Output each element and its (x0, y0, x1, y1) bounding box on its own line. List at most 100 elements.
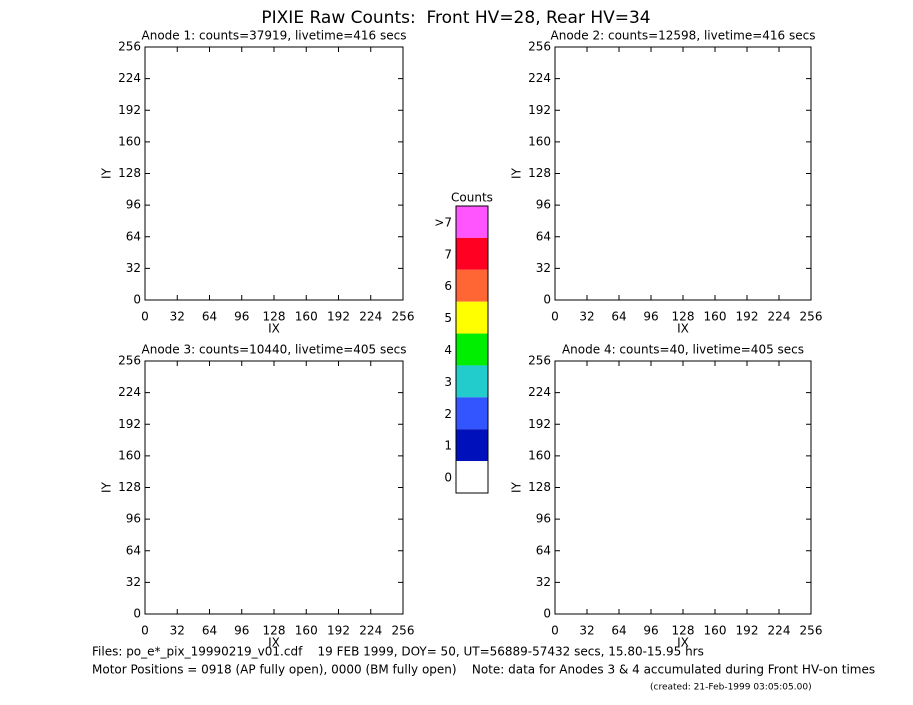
colorbar-swatch (456, 333, 488, 366)
colorbar-label: 6 (444, 279, 452, 293)
colorbar-label: 4 (444, 343, 452, 357)
x-tick-label: 224 (768, 310, 791, 324)
colorbar-label: 7 (444, 247, 452, 261)
x-tick-label: 256 (392, 310, 415, 324)
colorbar-title: Counts (451, 191, 493, 205)
page-title: PIXIE Raw Counts: Front HV=28, Rear HV=3… (261, 8, 650, 28)
y-tick-label: 224 (528, 385, 551, 399)
x-tick-label: 32 (170, 624, 185, 638)
x-tick-label: 128 (263, 624, 286, 638)
colorbar-swatch (456, 461, 488, 493)
x-tick-label: 224 (359, 624, 382, 638)
x-tick-label: 256 (392, 624, 415, 638)
x-tick-label: 192 (736, 624, 759, 638)
x-tick-label: 192 (327, 624, 350, 638)
y-tick-label: 192 (118, 103, 141, 117)
x-tick-label: 224 (768, 624, 791, 638)
colorbar-swatch (456, 365, 488, 398)
x-axis-label: IX (677, 636, 689, 650)
colorbar-swatch (456, 237, 488, 270)
y-tick-label: 96 (536, 198, 551, 212)
x-tick-label: 256 (800, 310, 823, 324)
x-tick-label: 96 (643, 310, 658, 324)
colorbar-label: >7 (434, 215, 452, 229)
y-tick-label: 160 (528, 134, 551, 148)
y-tick-label: 0 (133, 607, 141, 621)
x-tick-label: 128 (672, 624, 695, 638)
x-tick-label: 32 (170, 310, 185, 324)
y-tick-label: 64 (126, 229, 141, 243)
y-tick-label: 32 (126, 261, 141, 275)
colorbar-label: 2 (444, 407, 452, 421)
y-tick-label: 224 (528, 71, 551, 85)
y-tick-label: 128 (118, 166, 141, 180)
x-axis-label: IX (268, 636, 280, 650)
y-tick-label: 160 (528, 448, 551, 462)
y-tick-label: 64 (126, 543, 141, 557)
colorbar-swatch (456, 429, 488, 462)
y-tick-label: 32 (126, 575, 141, 589)
footer-line: Files: po_e*_pix_19990219_v01.cdf 19 FEB… (92, 645, 704, 659)
x-tick-label: 224 (359, 310, 382, 324)
y-tick-label: 256 (118, 40, 141, 54)
y-tick-label: 64 (536, 229, 551, 243)
x-tick-label: 160 (704, 310, 727, 324)
x-tick-label: 32 (579, 624, 594, 638)
y-tick-label: 96 (536, 512, 551, 526)
x-tick-label: 96 (234, 624, 249, 638)
y-tick-label: 64 (536, 543, 551, 557)
colorbar-label: 3 (444, 375, 452, 389)
colorbar-label: 0 (444, 471, 452, 485)
x-tick-label: 0 (551, 624, 559, 638)
y-axis-label: IY (510, 167, 524, 179)
x-tick-label: 64 (202, 624, 217, 638)
y-tick-label: 32 (536, 261, 551, 275)
x-tick-label: 96 (643, 624, 658, 638)
plot-frame (554, 360, 812, 615)
x-tick-label: 64 (611, 624, 626, 638)
plot-frame (144, 46, 404, 301)
x-tick-label: 160 (295, 624, 318, 638)
y-axis-label: IY (100, 167, 114, 179)
panel-title: Anode 2: counts=12598, livetime=416 secs (551, 29, 816, 43)
y-tick-label: 160 (118, 448, 141, 462)
y-tick-label: 128 (528, 166, 551, 180)
x-axis-label: IX (677, 322, 689, 336)
x-tick-label: 96 (234, 310, 249, 324)
colorbar-label: 1 (444, 439, 452, 453)
y-tick-label: 224 (118, 71, 141, 85)
colorbar-swatch (456, 397, 488, 430)
y-tick-label: 0 (543, 293, 551, 307)
footer-line: (created: 21-Feb-1999 03:05:05.00) (650, 683, 812, 693)
y-tick-label: 256 (528, 354, 551, 368)
y-tick-label: 96 (126, 198, 141, 212)
y-axis-label: IY (100, 481, 114, 493)
panel-title: Anode 1: counts=37919, livetime=416 secs (142, 29, 407, 43)
x-tick-label: 128 (672, 310, 695, 324)
panel-title: Anode 4: counts=40, livetime=405 secs (562, 343, 804, 357)
y-tick-label: 0 (543, 607, 551, 621)
y-tick-label: 128 (528, 480, 551, 494)
x-tick-label: 0 (551, 310, 559, 324)
y-axis-label: IY (510, 481, 524, 493)
x-tick-label: 192 (327, 310, 350, 324)
x-tick-label: 64 (202, 310, 217, 324)
x-tick-label: 160 (295, 310, 318, 324)
y-tick-label: 128 (118, 480, 141, 494)
x-tick-label: 0 (141, 310, 149, 324)
y-tick-label: 96 (126, 512, 141, 526)
y-tick-label: 224 (118, 385, 141, 399)
y-tick-label: 32 (536, 575, 551, 589)
y-tick-label: 256 (118, 354, 141, 368)
footer-line: Motor Positions = 0918 (AP fully open), … (92, 663, 875, 677)
y-tick-label: 192 (118, 417, 141, 431)
colorbar-swatch (456, 206, 488, 238)
colorbar-label: 5 (444, 311, 452, 325)
x-tick-label: 192 (736, 310, 759, 324)
colorbar-swatch (456, 301, 488, 334)
plot-frame (144, 360, 404, 615)
y-tick-label: 256 (528, 40, 551, 54)
panel-title: Anode 3: counts=10440, livetime=405 secs (142, 343, 407, 357)
y-tick-label: 160 (118, 134, 141, 148)
